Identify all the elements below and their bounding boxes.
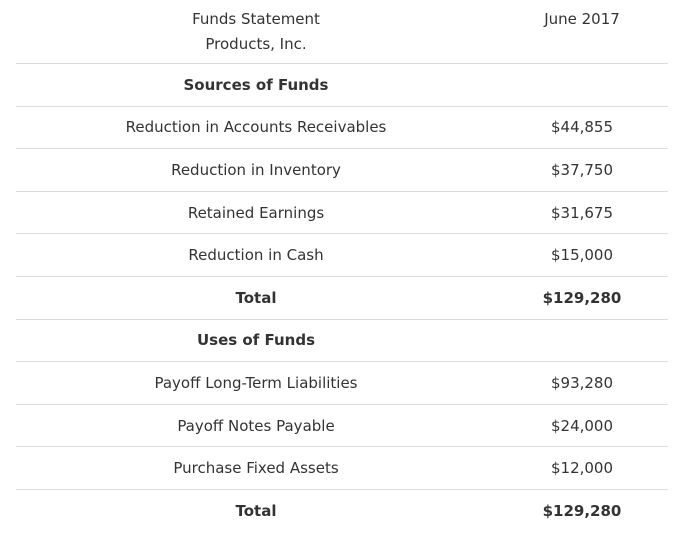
table-row: Payoff Long-Term Liabilities $93,280 bbox=[16, 362, 668, 405]
row-label: Payoff Long-Term Liabilities bbox=[154, 373, 358, 392]
section-heading-row: Uses of Funds bbox=[16, 320, 668, 363]
total-row: Total $129,280 bbox=[16, 277, 668, 320]
sources-total-value: $129,280 bbox=[542, 288, 622, 307]
table-row: Purchase Fixed Assets $12,000 bbox=[16, 447, 668, 490]
row-value: $37,750 bbox=[550, 160, 614, 179]
row-label: Reduction in Inventory bbox=[171, 160, 341, 179]
statement-title-line-1: Funds Statement bbox=[192, 10, 320, 28]
table-header-row: Funds Statement Products, Inc. June 2017 bbox=[16, 0, 668, 64]
row-value: $15,000 bbox=[550, 246, 614, 265]
funds-statement-table: Funds Statement Products, Inc. June 2017… bbox=[16, 0, 668, 533]
uses-total-label: Total bbox=[235, 502, 277, 521]
statement-title: Funds Statement Products, Inc. bbox=[16, 0, 496, 57]
table-row: Payoff Notes Payable $24,000 bbox=[16, 405, 668, 448]
row-label: Reduction in Cash bbox=[188, 246, 324, 265]
table-row: Reduction in Inventory $37,750 bbox=[16, 149, 668, 192]
row-value: $24,000 bbox=[550, 416, 614, 435]
sources-heading: Sources of Funds bbox=[183, 75, 329, 94]
sources-total-label: Total bbox=[235, 288, 277, 307]
row-value: $31,675 bbox=[550, 203, 614, 222]
row-value: $12,000 bbox=[550, 459, 614, 478]
section-heading-row: Sources of Funds bbox=[16, 64, 668, 107]
row-label: Retained Earnings bbox=[187, 203, 325, 222]
table-row: Reduction in Cash $15,000 bbox=[16, 234, 668, 277]
statement-title-line-2: Products, Inc. bbox=[205, 35, 307, 53]
total-row: Total $129,280 bbox=[16, 490, 668, 533]
uses-total-value: $129,280 bbox=[542, 502, 622, 521]
statement-period: June 2017 bbox=[544, 10, 620, 28]
row-label: Payoff Notes Payable bbox=[177, 416, 335, 435]
table-row: Retained Earnings $31,675 bbox=[16, 192, 668, 235]
row-label: Purchase Fixed Assets bbox=[173, 459, 339, 478]
uses-heading: Uses of Funds bbox=[196, 331, 315, 350]
table-row: Reduction in Accounts Receivables $44,85… bbox=[16, 107, 668, 150]
row-label: Reduction in Accounts Receivables bbox=[125, 118, 387, 137]
row-value: $44,855 bbox=[550, 118, 614, 137]
row-value: $93,280 bbox=[550, 373, 614, 392]
